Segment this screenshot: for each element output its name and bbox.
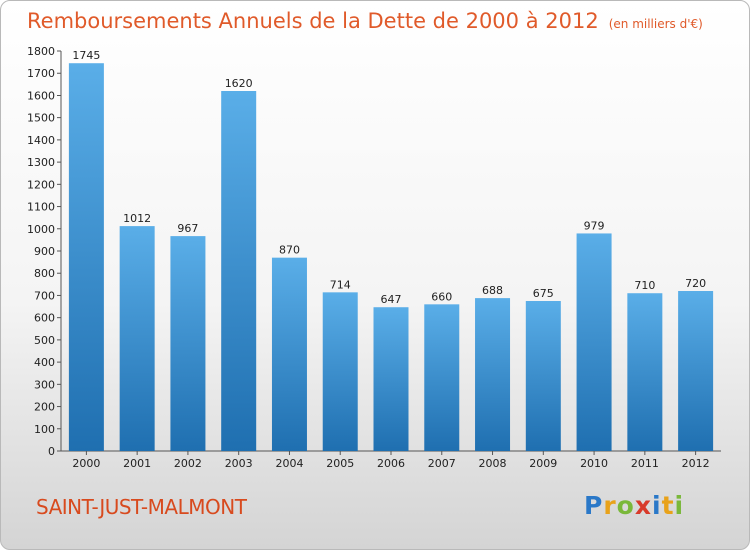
x-tick-label: 2011	[631, 457, 659, 470]
y-tick-label: 0	[48, 445, 55, 458]
data-label: 647	[381, 293, 402, 306]
logo-letter: x	[634, 491, 652, 520]
x-tick-label: 2007	[428, 457, 456, 470]
y-tick-label: 1700	[27, 67, 55, 80]
data-label: 1745	[72, 49, 100, 62]
x-tick-label: 2002	[174, 457, 202, 470]
y-tick-label: 1300	[27, 156, 55, 169]
x-tick-label: 2000	[72, 457, 100, 470]
y-tick-label: 300	[34, 378, 55, 391]
y-tick-label: 200	[34, 401, 55, 414]
x-tick-label: 2010	[580, 457, 608, 470]
y-tick-label: 700	[34, 289, 55, 302]
data-label: 710	[634, 279, 655, 292]
bar	[424, 304, 460, 451]
labels: 2000 1745 2001 1012 2002 967 2003 1620 2004 870 20…	[72, 49, 709, 470]
bar	[678, 291, 714, 451]
y-tick-label: 1800	[27, 45, 55, 58]
data-label: 714	[330, 278, 351, 291]
y-tick-label: 1100	[27, 201, 55, 214]
logo-letter: r	[603, 491, 617, 520]
y-tick-label: 900	[34, 245, 55, 258]
data-label: 688	[482, 284, 503, 297]
data-label: 1620	[225, 77, 253, 90]
x-tick-label: 2003	[225, 457, 253, 470]
y-tick-label: 1400	[27, 134, 55, 147]
y-tick-label: 100	[34, 423, 55, 436]
logo-letter: i	[674, 491, 685, 520]
data-label: 870	[279, 244, 300, 257]
commune-name: SAINT-JUST-MALMONT	[36, 495, 247, 519]
bar	[170, 236, 206, 451]
chart-title-text: Remboursements Annuels de la Dette de 20…	[27, 9, 599, 33]
bar	[271, 257, 307, 451]
y-tick-label: 500	[34, 334, 55, 347]
logo-letter: t	[661, 491, 675, 520]
bar	[475, 298, 511, 451]
x-tick-label: 2001	[123, 457, 151, 470]
data-label: 720	[685, 277, 706, 290]
bar	[119, 226, 155, 451]
x-tick-label: 2006	[377, 457, 405, 470]
bar	[627, 293, 663, 451]
bar	[68, 63, 104, 451]
data-label: 660	[431, 290, 452, 303]
y-tick-label: 1600	[27, 89, 55, 102]
data-label: 675	[533, 287, 554, 300]
y-tick-label: 600	[34, 312, 55, 325]
bar	[221, 91, 257, 451]
bar	[322, 292, 358, 451]
chart-title: Remboursements Annuels de la Dette de 20…	[27, 9, 703, 33]
logo-letter: o	[616, 491, 635, 520]
x-tick-label: 2009	[529, 457, 557, 470]
x-tick-label: 2004	[275, 457, 303, 470]
bars	[68, 63, 714, 451]
x-tick-label: 2008	[479, 457, 507, 470]
y-tick-label: 800	[34, 267, 55, 280]
y-tick-label: 1000	[27, 223, 55, 236]
x-tick-label: 2005	[326, 457, 354, 470]
axes: 0 100 200 300 400 500 600 700 800 900 1000 1100 1200…	[27, 45, 721, 458]
y-tick-label: 1500	[27, 112, 55, 125]
x-tick-label: 2012	[682, 457, 710, 470]
y-tick-label: 400	[34, 356, 55, 369]
data-label: 1012	[123, 212, 151, 225]
proxiti-logo: Proxiti	[584, 491, 684, 520]
bar	[373, 307, 409, 451]
logo-letter: i	[652, 491, 662, 520]
chart-unit: (en milliers d'€)	[608, 17, 703, 31]
bar	[525, 301, 561, 451]
bar	[576, 233, 612, 451]
data-label: 979	[584, 219, 605, 232]
y-tick-label: 1200	[27, 178, 55, 191]
logo-letter: P	[584, 491, 604, 520]
data-label: 967	[177, 222, 198, 235]
